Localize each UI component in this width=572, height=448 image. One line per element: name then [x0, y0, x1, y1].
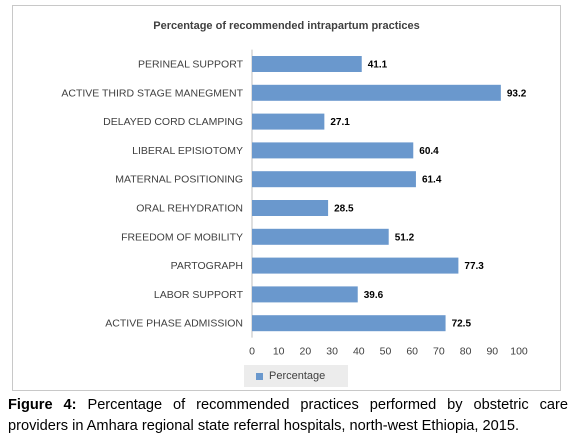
legend-swatch	[256, 372, 263, 380]
category-label: ORAL REHYDRATION	[136, 203, 243, 215]
bar	[252, 200, 329, 216]
x-tick-label: 60	[406, 346, 418, 358]
caption-text: Percentage of recommended practices perf…	[8, 397, 569, 434]
x-tick-label: 100	[510, 346, 528, 358]
x-tick-label: 80	[460, 346, 472, 358]
x-tick-label: 90	[486, 346, 498, 358]
bar	[252, 228, 389, 245]
x-tick-label: 40	[353, 346, 365, 358]
data-label: 51.2	[395, 232, 415, 243]
bar	[252, 113, 325, 130]
bar	[252, 142, 414, 159]
data-label: 41.1	[368, 60, 388, 71]
bar	[252, 56, 362, 72]
chart-title: Percentage of recommended intrapartum pr…	[153, 20, 420, 32]
bar	[252, 315, 446, 332]
category-label: LIBERAL EPISIOTOMY	[132, 145, 243, 157]
x-tick-label: 20	[300, 346, 312, 358]
x-tick-label: 10	[273, 346, 285, 358]
data-label: 60.4	[419, 146, 439, 157]
bar-chart-plot: PERINEAL SUPPORT 41.1 ACTIVE THIRD STAGE M…	[61, 49, 528, 358]
data-label: 28.5	[334, 204, 354, 215]
bar	[252, 286, 358, 303]
bar	[252, 171, 416, 188]
x-tick-label: 0	[249, 346, 255, 358]
data-label: 27.1	[330, 117, 350, 128]
category-label: ACTIVE THIRD STAGE MANEGMENT	[61, 87, 243, 99]
legend: Percentage	[244, 365, 348, 387]
x-tick-label: 70	[433, 346, 445, 358]
chart-area: Percentage of recommended intrapartum pr…	[12, 5, 561, 391]
x-tick-label: 50	[380, 346, 392, 358]
caption-label: Figure 4:	[8, 397, 77, 413]
category-label: PERINEAL SUPPORT	[138, 59, 244, 71]
figure-caption: Figure 4: Percentage of recommended prac…	[8, 395, 568, 437]
data-label: 39.6	[364, 290, 384, 301]
bar	[252, 84, 501, 101]
legend-label: Percentage	[269, 370, 326, 382]
category-label: DELAYED CORD CLAMPING	[103, 116, 243, 128]
data-label: 72.5	[452, 319, 472, 330]
category-label: PARTOGRAPH	[171, 260, 243, 272]
category-label: ACTIVE PHASE ADMISSION	[105, 318, 243, 330]
bar	[252, 257, 459, 274]
data-label: 77.3	[464, 261, 484, 272]
category-label: FREEDOM OF MOBILITY	[121, 231, 243, 243]
x-tick-label: 30	[326, 346, 338, 358]
category-label: MATERNAL POSITIONING	[115, 174, 243, 186]
category-label: LABOR SUPPORT	[154, 289, 244, 301]
data-label: 93.2	[507, 88, 527, 99]
data-label: 61.4	[422, 175, 442, 186]
